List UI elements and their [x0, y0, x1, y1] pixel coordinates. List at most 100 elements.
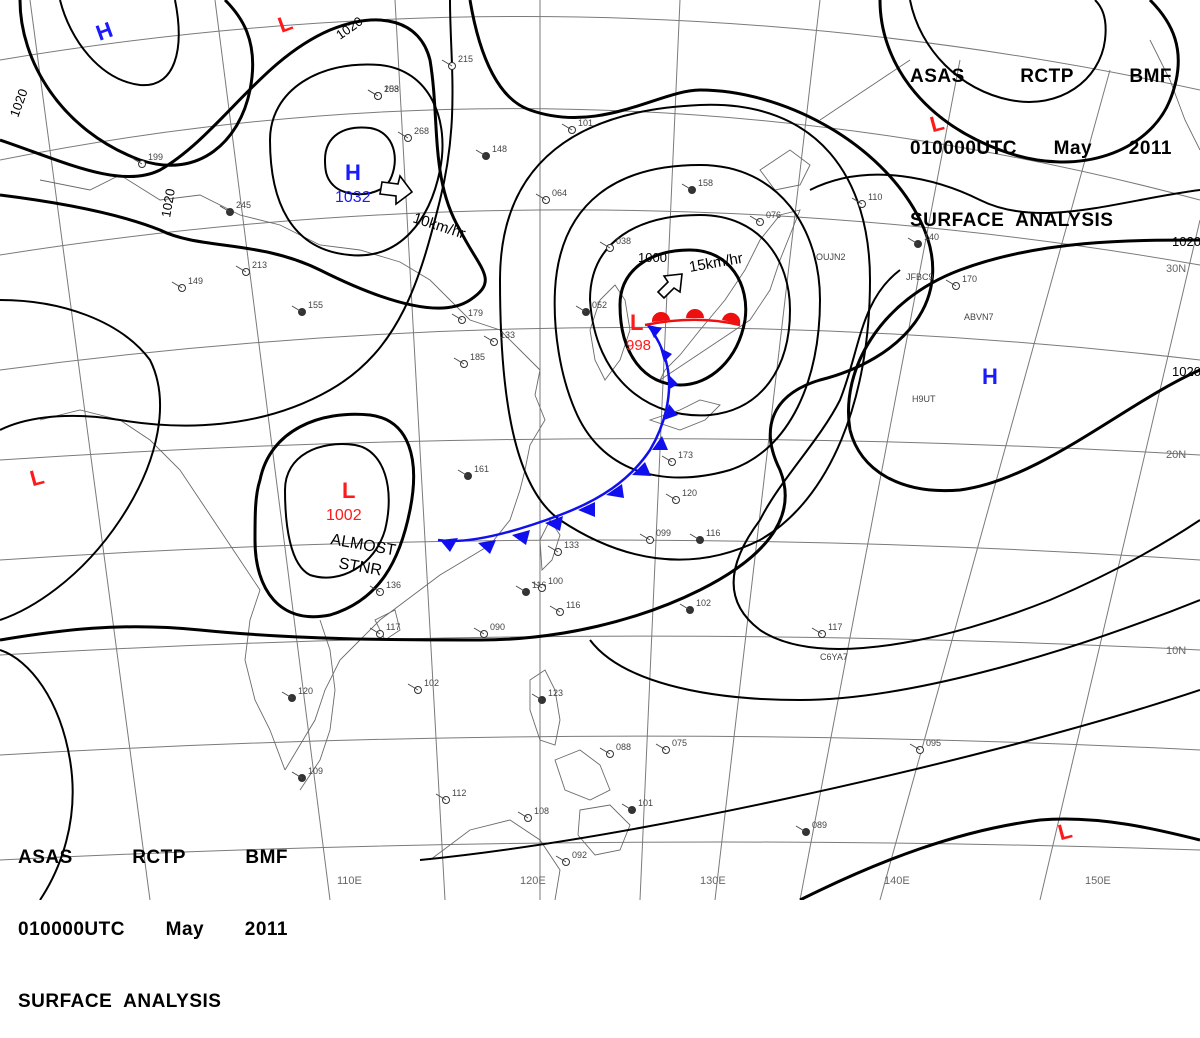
isobar-east-bottom	[732, 519, 1200, 650]
motion-arrow-low	[656, 273, 683, 300]
station-pressure-label: 092	[572, 850, 587, 860]
station-pressure-label: 052	[592, 300, 607, 310]
station-wind-barb	[531, 693, 543, 701]
station-wind-barb	[575, 305, 587, 313]
station-wind-barb	[549, 605, 561, 613]
isobar-low-1000	[618, 248, 748, 387]
motion-arrow-high	[379, 174, 414, 206]
station-wind-barb	[599, 747, 611, 755]
header-station: RCTP	[1020, 66, 1074, 87]
header-line3: SURFACE ANALYSIS	[18, 991, 222, 1012]
station-pressure-label: 116	[532, 580, 546, 590]
station-wind-barb	[689, 533, 701, 541]
station-pressure-label: 110	[868, 192, 882, 202]
isobar-label: 1020	[1172, 364, 1200, 379]
header-code: BMF	[1129, 66, 1172, 87]
lat-line-15n	[0, 539, 1200, 561]
station-wind-barb	[483, 335, 495, 343]
lon-line-140e	[879, 69, 1111, 900]
station-pressure-label: 102	[696, 598, 711, 608]
isobar-1020-west	[0, 18, 487, 310]
lon-line-115e	[394, 0, 446, 900]
lon-label: 110E	[337, 875, 362, 887]
header-year: 2011	[244, 919, 288, 940]
station-wind-barb	[367, 89, 379, 97]
isobar-high-core	[323, 126, 396, 196]
station-wind-barb	[679, 603, 691, 611]
station-wind-barb	[665, 493, 677, 501]
grid-labels: 110E 120E 130E 140E 150E 30N 20N 10N	[337, 263, 1186, 887]
station-pressure-label: 120	[682, 488, 697, 498]
isobar-low-ring2	[588, 213, 792, 417]
cold-front-triangle	[664, 404, 678, 420]
station-plots: 253 268 215 148 101 064 158 076 110 140 170 038 052 1…	[131, 54, 994, 866]
header-product: ASAS	[18, 847, 73, 868]
low-center-letter: L	[1055, 818, 1074, 846]
station-pressure-label: 099	[656, 528, 671, 538]
low-center-letter: L	[342, 478, 355, 503]
ship-id-label: H9UT	[912, 394, 936, 404]
station-pressure-label: 245	[236, 200, 251, 210]
station-wind-barb	[655, 743, 667, 751]
cold-front-triangle	[648, 325, 662, 338]
isobar-west-outer	[0, 299, 161, 621]
header-time: 010000UTC	[18, 919, 125, 940]
station-wind-barb	[131, 157, 143, 165]
cold-front-triangle	[512, 530, 530, 545]
station-wind-barb	[531, 581, 543, 589]
station-wind-barb	[397, 131, 409, 139]
station-pressure-label: 120	[298, 686, 313, 696]
cold-front-triangle	[652, 436, 668, 450]
coast-borneo	[429, 819, 561, 900]
station-wind-barb	[749, 215, 761, 223]
header-code: BMF	[245, 847, 288, 868]
coast-japan	[658, 209, 801, 382]
isobars	[0, 0, 1200, 900]
station-wind-barb	[407, 683, 419, 691]
high-center-letter: H	[982, 364, 998, 389]
coast-philippines-luzon	[529, 669, 561, 746]
isobar-se-1	[589, 599, 1200, 702]
station-wind-barb	[851, 197, 863, 205]
station-wind-barb	[681, 183, 693, 191]
station-wind-barb	[555, 855, 567, 863]
isobar-central-big	[0, 0, 935, 642]
station-pressure-label: 101	[638, 798, 653, 808]
ship-id-label: C6YA7	[820, 652, 848, 662]
station-wind-barb	[291, 771, 303, 779]
station-wind-barb	[291, 305, 303, 313]
isobar-north-big	[0, 0, 454, 431]
low-center-value: 1002	[326, 507, 362, 524]
isobar-east-outer2	[759, 269, 901, 521]
isobar-nw-outer	[18, 0, 255, 167]
station-pressure-label: 173	[678, 450, 693, 460]
motion-arrows	[379, 174, 683, 300]
station-pressure-label: 112	[452, 788, 466, 798]
station-pressure-label: 215	[458, 54, 473, 64]
station-wind-barb	[281, 691, 293, 699]
station-wind-barb	[435, 793, 447, 801]
coast-philippines-mindanao	[577, 804, 631, 856]
isobar-east-1020-top	[878, 0, 1180, 164]
lat-line-20n	[0, 438, 1200, 461]
station-pressure-label: 133	[564, 540, 579, 550]
isobar-low-ring4	[498, 103, 872, 561]
cold-front-triangle	[578, 502, 595, 517]
lat-line-25n	[0, 326, 1200, 371]
station-wind-barb	[515, 585, 527, 593]
isobar-sw-1	[0, 649, 74, 900]
station-wind-barb	[441, 59, 453, 67]
header-line3: SURFACE ANALYSIS	[910, 210, 1114, 231]
lon-line-145e	[1039, 219, 1200, 900]
isobar-east-1020-long	[847, 238, 1200, 431]
header-line2: 010000UTC May 2011	[910, 137, 1172, 161]
station-pressure-label: 101	[578, 118, 593, 128]
station-pressure-label: 179	[468, 308, 483, 318]
coast-japan-south	[648, 399, 721, 431]
station-pressure-label: 155	[308, 300, 323, 310]
lat-label: 30N	[1166, 263, 1186, 275]
station-wind-barb	[535, 193, 547, 201]
station-wind-barb	[369, 627, 381, 635]
station-pressure-label: 100	[548, 576, 563, 586]
station-wind-barb	[171, 281, 183, 289]
